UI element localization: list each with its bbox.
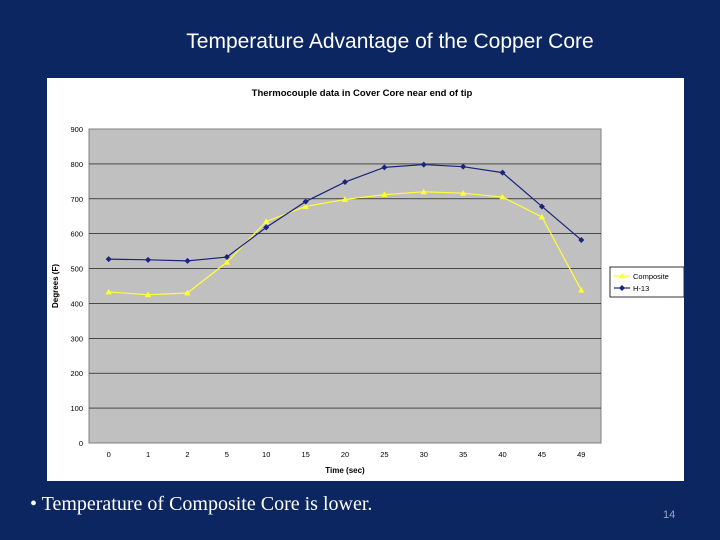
x-tick-label: 40 <box>498 450 506 459</box>
x-tick-label: 30 <box>420 450 428 459</box>
legend-entry-label: Composite <box>633 272 669 281</box>
data-point <box>538 213 546 220</box>
line-chart: Thermocouple data in Cover Core near end… <box>51 88 684 475</box>
data-point <box>618 272 626 279</box>
series-h-13 <box>105 161 585 264</box>
data-point <box>420 161 427 168</box>
data-point <box>381 164 388 171</box>
data-point <box>184 289 191 296</box>
data-point <box>263 224 270 231</box>
y-tick-label: 400 <box>70 299 83 308</box>
x-tick-label: 49 <box>577 450 585 459</box>
x-tick-label: 0 <box>107 450 111 459</box>
data-point <box>105 256 112 263</box>
x-axis-label: Time (sec) <box>325 466 365 475</box>
x-tick-label: 35 <box>459 450 467 459</box>
y-axis-label: Degrees (F) <box>51 264 60 308</box>
y-tick-label: 300 <box>70 334 83 343</box>
bullet-point: • Temperature of Composite Core is lower… <box>30 493 373 515</box>
y-tick-label: 500 <box>70 265 83 274</box>
data-point <box>420 188 427 195</box>
data-point <box>538 203 545 210</box>
legend: Composite H-13 <box>609 266 684 298</box>
y-tick-label: 100 <box>70 404 83 413</box>
legend-entry-label: H-13 <box>633 284 649 293</box>
data-point <box>145 256 152 263</box>
x-tick-label: 25 <box>380 450 388 459</box>
x-tick-label: 10 <box>262 450 270 459</box>
data-point <box>459 189 467 196</box>
y-tick-label: 200 <box>70 369 83 378</box>
y-tick-label: 800 <box>70 160 83 169</box>
x-tick-label: 20 <box>341 450 349 459</box>
x-tick-label: 1 <box>146 450 150 459</box>
series-group <box>105 161 585 298</box>
y-tick-label: 700 <box>70 195 83 204</box>
x-tick-label: 45 <box>538 450 546 459</box>
data-point <box>381 191 388 197</box>
data-point <box>263 218 270 224</box>
data-point <box>105 288 112 295</box>
y-tick-label: 900 <box>70 125 83 134</box>
x-tick-label: 2 <box>185 450 189 459</box>
y-axis-ticks: 0 100 200 300 400 500 600 700 800 900 <box>70 125 83 448</box>
data-point <box>223 254 230 261</box>
legend-box <box>609 266 684 298</box>
data-point <box>499 169 506 176</box>
data-point <box>499 193 506 200</box>
plot-area <box>88 128 602 444</box>
data-point <box>619 285 625 291</box>
x-axis-ticks: 0 1 2 5 10 15 20 25 30 35 40 45 49 <box>107 450 586 459</box>
data-point <box>302 203 309 209</box>
data-point <box>341 196 349 202</box>
data-point <box>342 179 348 186</box>
chart-frame: Thermocouple data in Cover Core near end… <box>47 78 684 481</box>
data-point <box>460 163 467 170</box>
data-point <box>578 236 585 243</box>
x-tick-label: 15 <box>301 450 309 459</box>
data-point <box>302 198 309 205</box>
gridlines <box>89 163 601 409</box>
y-tick-label: 0 <box>79 439 83 448</box>
chart-title: Thermocouple data in Cover Core near end… <box>252 88 473 99</box>
y-tick-label: 600 <box>70 230 83 239</box>
data-point <box>184 257 191 264</box>
page-number: 14 <box>663 509 676 521</box>
data-point <box>223 259 231 265</box>
slide-title: Temperature Advantage of the Copper Core <box>186 30 594 53</box>
series-composite <box>105 188 585 298</box>
data-point <box>144 291 152 298</box>
x-tick-label: 5 <box>225 450 229 459</box>
data-point <box>578 286 585 293</box>
